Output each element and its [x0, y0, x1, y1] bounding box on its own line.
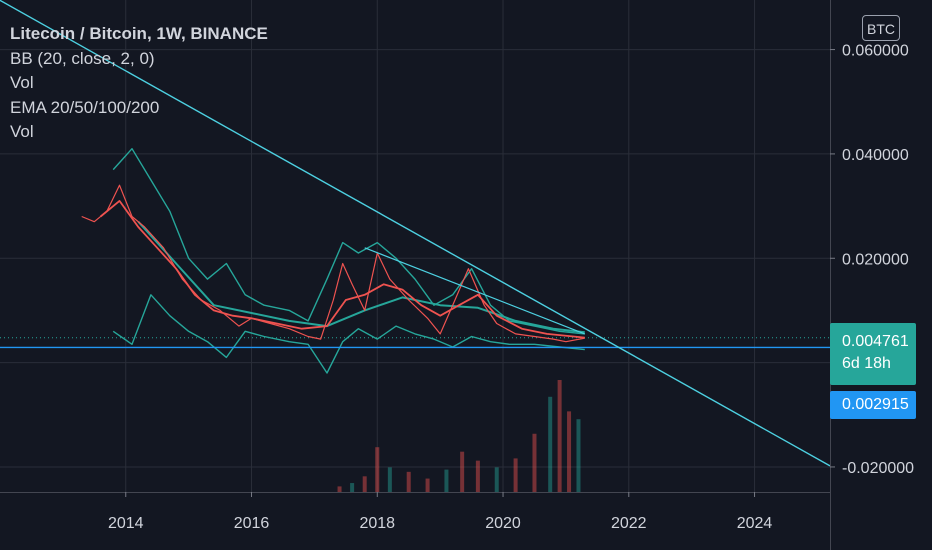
currency-button[interactable]: BTC: [862, 15, 900, 41]
volume-bar: [475, 460, 480, 492]
y-tick-label: -0.020000: [842, 460, 914, 477]
volume-bar: [425, 478, 430, 492]
chart-legend: Litecoin / Bitcoin, 1W, BINANCE BB (20, …: [10, 22, 268, 145]
bollinger-lower-line: [112, 294, 585, 374]
legend-bollinger[interactable]: BB (20, close, 2, 0): [10, 48, 155, 68]
volume-bar: [362, 476, 367, 492]
trendline-line: [0, 0, 831, 467]
price-badge-value: 0.004761: [842, 333, 909, 350]
volume-bar: [567, 411, 572, 492]
bollinger-upper-line: [112, 148, 585, 335]
volume-bar: [406, 471, 411, 492]
y-tick-label: 0.040000: [842, 147, 909, 164]
price-badge: 0.004761 6d 18h: [830, 323, 916, 385]
volume-bar: [548, 396, 553, 492]
x-tick-label: 2016: [234, 515, 270, 532]
volume-bars: [337, 380, 581, 492]
volume-bar: [494, 467, 499, 492]
volume-bar: [387, 467, 392, 492]
volume-bar: [532, 433, 537, 492]
volume-bar: [444, 469, 449, 492]
legend-volume[interactable]: Vol: [10, 73, 34, 92]
ema-fast-line: [100, 200, 585, 339]
indicator-lines: [0, 0, 831, 467]
x-tick-label: 2018: [359, 515, 395, 532]
legend-ema[interactable]: EMA 20/50/100/200: [10, 97, 160, 117]
x-tick-label: 2020: [485, 515, 521, 532]
volume-bar: [337, 486, 342, 492]
volume-bar: [513, 458, 518, 492]
volume-bar: [350, 483, 355, 492]
time-axis[interactable]: 2014 2016 2018 2020 2022 2024: [0, 492, 830, 532]
line-price-badge: 0.002915: [830, 391, 916, 419]
x-tick-label: 2024: [737, 515, 773, 532]
x-tick-label: 2022: [611, 515, 647, 532]
price-axis[interactable]: 0.060000 0.040000 0.020000 -0.020000: [830, 0, 914, 550]
legend-volume-2[interactable]: Vol: [10, 122, 34, 141]
y-tick-label: 0.060000: [842, 43, 909, 60]
legend-title[interactable]: Litecoin / Bitcoin, 1W, BINANCE: [10, 24, 268, 43]
countdown-label: 6d 18h: [842, 355, 891, 372]
volume-bar: [576, 419, 581, 492]
price-close-line: [81, 184, 585, 343]
volume-bar: [557, 380, 562, 492]
channel-trendline: [364, 247, 586, 335]
volume-bar: [460, 451, 465, 492]
y-tick-label: 0.020000: [842, 251, 909, 268]
grid-lines: [0, 0, 830, 492]
x-tick-label: 2014: [108, 515, 144, 532]
volume-bar: [375, 447, 380, 492]
